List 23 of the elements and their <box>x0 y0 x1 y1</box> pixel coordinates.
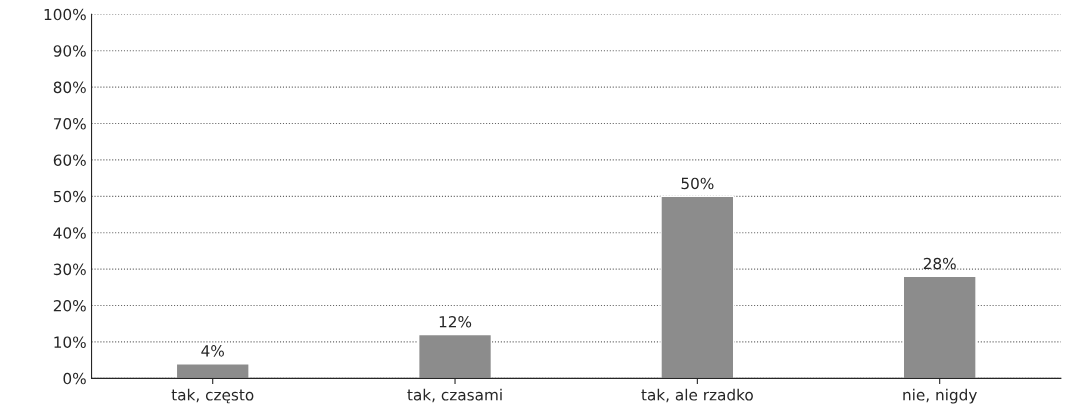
y-tick-label: 80% <box>53 81 86 94</box>
data-label: 12% <box>439 315 472 328</box>
x-tick-label: tak, często <box>171 388 254 404</box>
y-tick-label: 70% <box>53 117 86 130</box>
data-label: 4% <box>201 345 224 357</box>
x-tick-label: nie, nigdy <box>903 388 977 404</box>
bar <box>902 275 977 379</box>
data-label: 28% <box>923 257 956 270</box>
y-tick-label: 40% <box>53 227 86 239</box>
bar <box>175 363 250 379</box>
y-tick-label: 60% <box>53 154 86 166</box>
data-label: 50% <box>681 177 714 190</box>
y-tick-label: 100% <box>44 8 86 21</box>
x-tick-label: tak, ale rzadko <box>641 388 753 403</box>
y-tick-label: 20% <box>53 299 86 312</box>
bar <box>660 195 735 379</box>
y-tick-label: 10% <box>54 336 86 348</box>
y-tick-label: 0% <box>63 372 86 385</box>
bar <box>417 333 493 379</box>
y-tick-label: 90% <box>53 45 86 57</box>
y-tick-label: 30% <box>53 263 86 276</box>
x-tick-label: tak, czasami <box>407 388 502 403</box>
y-tick-label: 50% <box>53 190 86 203</box>
